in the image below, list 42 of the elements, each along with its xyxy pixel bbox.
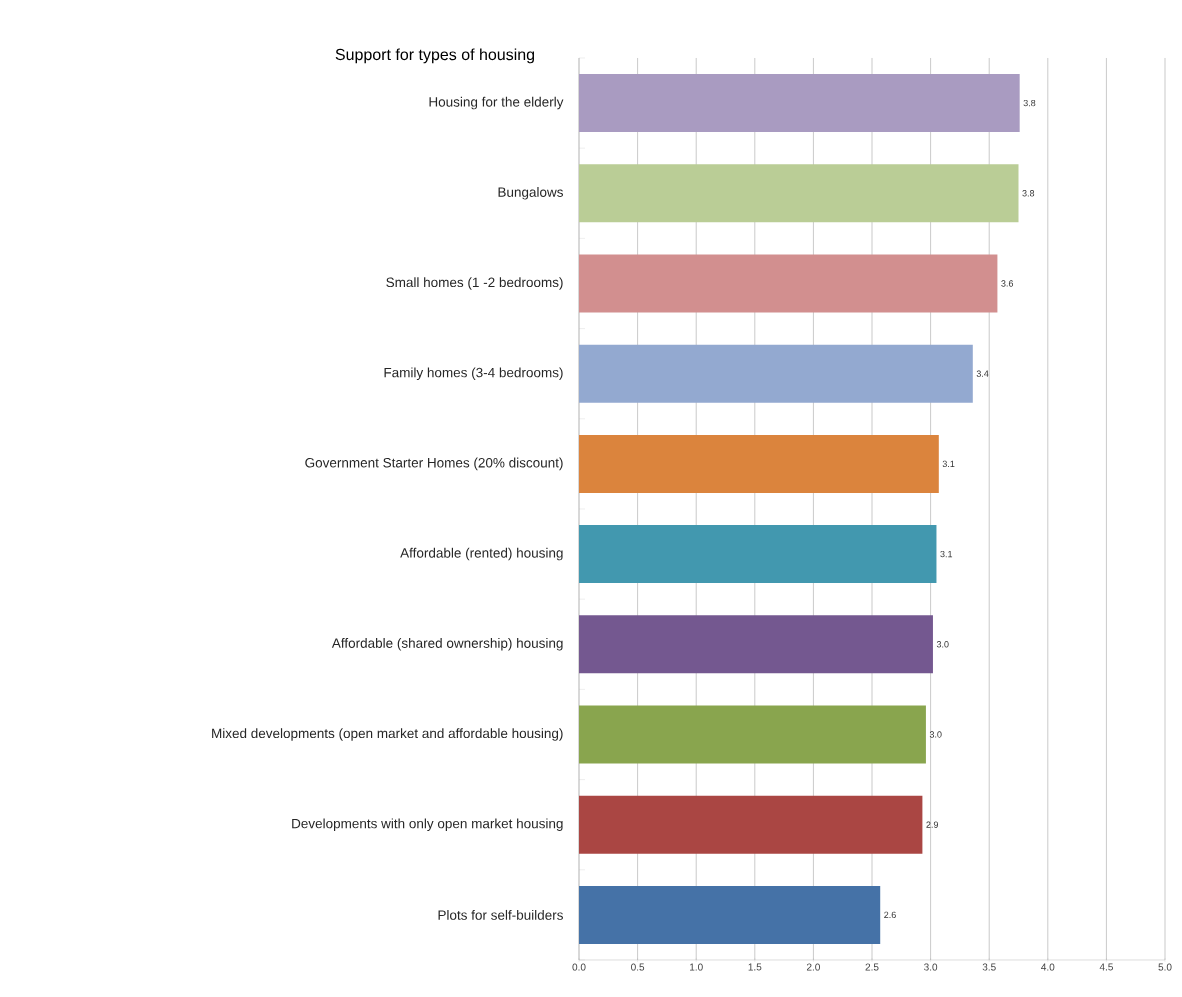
x-tick-label: 4.0 — [1041, 963, 1055, 971]
x-tick-label: 0.5 — [631, 963, 645, 971]
y-tick-label: Developments with only open market housing — [292, 818, 563, 831]
data-label: 3.4 — [976, 370, 989, 377]
data-label: 3.0 — [936, 641, 949, 648]
bar — [579, 525, 937, 584]
x-tick-label: 5.0 — [1158, 963, 1172, 971]
x-tick-label: 0.0 — [572, 963, 586, 971]
bar — [579, 885, 881, 944]
data-label: 3.8 — [1022, 190, 1035, 197]
x-tick-label: 2.0 — [806, 963, 820, 971]
x-tick-label: 1.0 — [690, 963, 703, 971]
data-label: 3.8 — [1023, 99, 1036, 107]
y-tick-label: Affordable (shared ownership) housing — [331, 637, 563, 651]
bar — [579, 74, 1020, 133]
y-tick-label: Government Starter Homes (20% discount) — [305, 457, 563, 471]
x-tick-label: 4.5 — [1099, 963, 1113, 971]
x-tick-label: 1.5 — [748, 963, 762, 971]
y-tick-label: Small homes (1 -2 bedrooms) — [386, 277, 563, 290]
data-label: 3.1 — [940, 550, 953, 558]
x-tick-label: 2.5 — [865, 963, 879, 971]
y-tick-label: Bungalows — [498, 186, 563, 200]
bar — [579, 615, 933, 674]
y-tick-label: Housing for the elderly — [429, 96, 564, 110]
bar — [579, 795, 923, 854]
data-label: 2.9 — [926, 821, 939, 828]
data-label: 3.6 — [1001, 280, 1014, 287]
x-tick-label: 3.5 — [982, 963, 996, 971]
y-tick-label: Plots for self-builders — [438, 909, 563, 920]
y-tick-label: Affordable (rented) housing — [400, 547, 563, 561]
bar — [579, 434, 939, 493]
text: Support for types of housing — [335, 48, 535, 64]
y-tick-label: Family homes (3-4 bedrooms) — [384, 367, 563, 380]
y-tick-label: Mixed developments (open market and affordable housing) — [212, 728, 563, 741]
data-label: 3.1 — [942, 460, 955, 468]
data-label: 2.6 — [884, 911, 896, 919]
bar — [579, 164, 1019, 223]
bar — [579, 254, 998, 313]
data-label: 3.0 — [929, 731, 942, 738]
x-tick-label: 3.0 — [924, 963, 938, 971]
bar — [579, 344, 973, 403]
bar — [579, 705, 926, 764]
